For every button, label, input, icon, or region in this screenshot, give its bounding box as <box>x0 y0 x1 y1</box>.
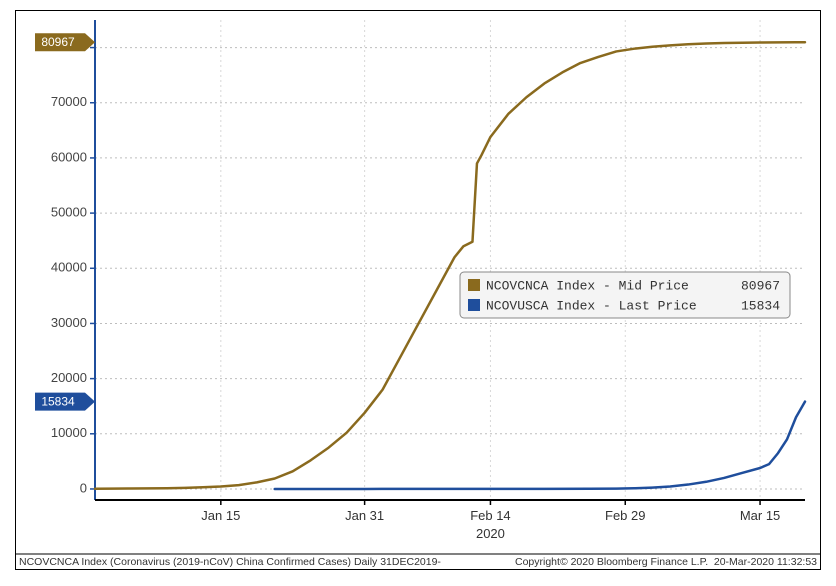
svg-text:60000: 60000 <box>51 149 87 164</box>
chart-svg: 0100002000030000400005000060000700008000… <box>15 10 821 570</box>
svg-text:15834: 15834 <box>741 298 780 313</box>
svg-text:2020: 2020 <box>476 526 505 541</box>
svg-text:Jan 31: Jan 31 <box>345 508 384 523</box>
svg-text:0: 0 <box>80 480 87 495</box>
svg-text:10000: 10000 <box>51 425 87 440</box>
svg-text:Copyright© 2020 Bloomberg Fina: Copyright© 2020 Bloomberg Finance L.P. <box>515 556 708 568</box>
svg-text:NCOVCNCA Index - Mid Price: NCOVCNCA Index - Mid Price <box>486 278 689 293</box>
svg-text:20-Mar-2020 11:32:53: 20-Mar-2020 11:32:53 <box>714 556 817 568</box>
svg-text:70000: 70000 <box>51 94 87 109</box>
svg-text:20000: 20000 <box>51 370 87 385</box>
svg-text:NCOVUSCA Index - Last Price: NCOVUSCA Index - Last Price <box>486 298 697 313</box>
svg-text:40000: 40000 <box>51 260 87 275</box>
svg-text:30000: 30000 <box>51 315 87 330</box>
svg-text:15834: 15834 <box>41 394 75 408</box>
svg-text:50000: 50000 <box>51 205 87 220</box>
line-chart: 0100002000030000400005000060000700008000… <box>15 10 821 570</box>
chart-frame: 0100002000030000400005000060000700008000… <box>15 10 821 570</box>
svg-text:Feb 29: Feb 29 <box>605 508 645 523</box>
svg-text:80967: 80967 <box>41 35 75 49</box>
svg-text:NCOVCNCA Index (Coronavirus (2: NCOVCNCA Index (Coronavirus (2019-nCoV) … <box>19 556 441 568</box>
svg-text:Jan 15: Jan 15 <box>201 508 240 523</box>
svg-text:80967: 80967 <box>741 278 780 293</box>
svg-text:Mar 15: Mar 15 <box>740 508 780 523</box>
svg-text:Feb 14: Feb 14 <box>470 508 510 523</box>
